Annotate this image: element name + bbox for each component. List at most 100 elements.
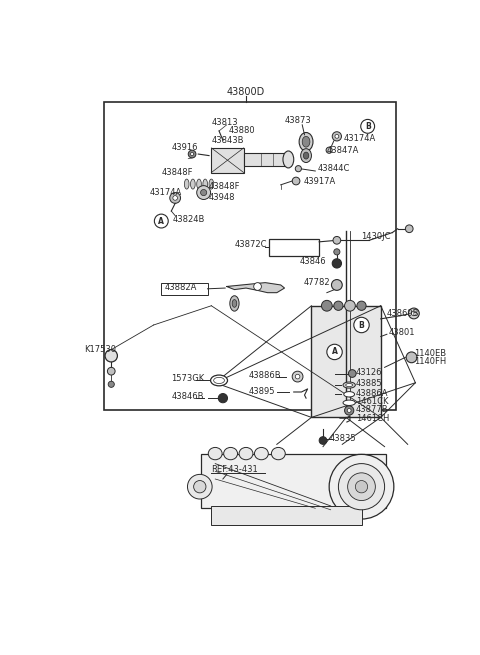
Circle shape	[354, 317, 369, 333]
Ellipse shape	[343, 400, 355, 405]
Bar	[104, 102, 396, 409]
Text: 43844C: 43844C	[318, 164, 350, 173]
Circle shape	[411, 311, 416, 316]
Circle shape	[170, 193, 180, 203]
Bar	[201, 455, 386, 508]
Circle shape	[254, 283, 262, 290]
Text: 43174A: 43174A	[344, 134, 376, 143]
Text: 43843B: 43843B	[212, 136, 245, 145]
Circle shape	[326, 147, 332, 153]
Text: 43880: 43880	[229, 126, 256, 136]
Circle shape	[191, 153, 193, 156]
Text: 43877B: 43877B	[356, 405, 389, 414]
Text: 43846B: 43846B	[171, 392, 204, 401]
Bar	[161, 283, 207, 295]
Circle shape	[348, 369, 356, 377]
Text: 43869B: 43869B	[387, 309, 420, 318]
Bar	[211, 506, 361, 525]
Text: 1140FH: 1140FH	[414, 358, 446, 366]
Text: 1461CK: 1461CK	[356, 398, 389, 407]
Circle shape	[329, 455, 394, 519]
Text: 43848F: 43848F	[209, 182, 240, 191]
Text: 43174A: 43174A	[150, 188, 182, 197]
Text: 43917A: 43917A	[304, 176, 336, 185]
Circle shape	[345, 301, 355, 311]
Ellipse shape	[211, 375, 228, 386]
Ellipse shape	[239, 447, 253, 460]
Text: 43886B: 43886B	[248, 371, 281, 379]
Circle shape	[333, 236, 341, 244]
Text: 43872C: 43872C	[234, 240, 267, 250]
Ellipse shape	[344, 392, 355, 397]
Text: 47782: 47782	[304, 278, 330, 287]
Text: 43916: 43916	[171, 143, 198, 151]
Text: 43882A: 43882A	[164, 283, 197, 291]
Text: 43835: 43835	[330, 434, 357, 443]
Text: A: A	[158, 217, 164, 225]
Text: 43126: 43126	[356, 368, 383, 377]
Text: 43846: 43846	[300, 257, 326, 265]
Text: B: B	[365, 122, 371, 131]
Ellipse shape	[346, 384, 353, 386]
Circle shape	[327, 345, 342, 360]
Circle shape	[201, 189, 207, 196]
Bar	[244, 153, 286, 166]
Ellipse shape	[283, 151, 294, 168]
Circle shape	[332, 132, 341, 141]
Text: 43800D: 43800D	[227, 88, 265, 98]
Circle shape	[335, 134, 339, 138]
Text: 43813: 43813	[212, 118, 239, 127]
Text: 1461CH: 1461CH	[356, 414, 389, 422]
Ellipse shape	[343, 382, 355, 388]
Polygon shape	[227, 283, 285, 293]
Circle shape	[338, 464, 384, 510]
Circle shape	[105, 350, 118, 362]
Text: 1573GK: 1573GK	[171, 375, 204, 383]
Ellipse shape	[224, 447, 238, 460]
Circle shape	[334, 249, 340, 255]
Text: B: B	[359, 320, 364, 329]
Circle shape	[108, 367, 115, 375]
Circle shape	[355, 481, 368, 493]
Circle shape	[322, 301, 332, 311]
Circle shape	[108, 381, 114, 387]
Circle shape	[357, 301, 366, 310]
Circle shape	[173, 196, 178, 200]
Circle shape	[292, 371, 303, 382]
Circle shape	[406, 352, 417, 363]
Ellipse shape	[300, 149, 312, 162]
Circle shape	[361, 119, 374, 133]
Ellipse shape	[208, 447, 222, 460]
Ellipse shape	[232, 299, 237, 307]
Ellipse shape	[197, 179, 201, 189]
Text: 43873: 43873	[285, 117, 311, 126]
Circle shape	[345, 406, 354, 415]
Text: REF.43-431: REF.43-431	[211, 465, 258, 474]
Text: 1140EB: 1140EB	[414, 349, 446, 358]
Text: 1430JC: 1430JC	[361, 232, 391, 241]
Circle shape	[197, 185, 211, 200]
Circle shape	[406, 225, 413, 233]
Circle shape	[292, 177, 300, 185]
Circle shape	[295, 374, 300, 379]
Text: 43886A: 43886A	[356, 389, 389, 398]
Ellipse shape	[303, 152, 309, 159]
Circle shape	[332, 280, 342, 290]
Text: 43895: 43895	[248, 388, 275, 396]
Ellipse shape	[271, 447, 285, 460]
Bar	[269, 239, 319, 255]
Circle shape	[347, 409, 351, 413]
Ellipse shape	[209, 179, 214, 189]
Ellipse shape	[214, 377, 225, 384]
Text: 43824B: 43824B	[173, 215, 205, 224]
Ellipse shape	[230, 296, 239, 311]
Ellipse shape	[203, 179, 207, 189]
Bar	[211, 148, 244, 172]
Text: 43848F: 43848F	[161, 168, 193, 177]
Bar	[312, 306, 381, 417]
Circle shape	[155, 214, 168, 228]
Text: 43885: 43885	[356, 379, 383, 388]
Circle shape	[332, 259, 341, 268]
Text: K17530: K17530	[84, 345, 116, 354]
Text: 43847A: 43847A	[327, 145, 359, 155]
